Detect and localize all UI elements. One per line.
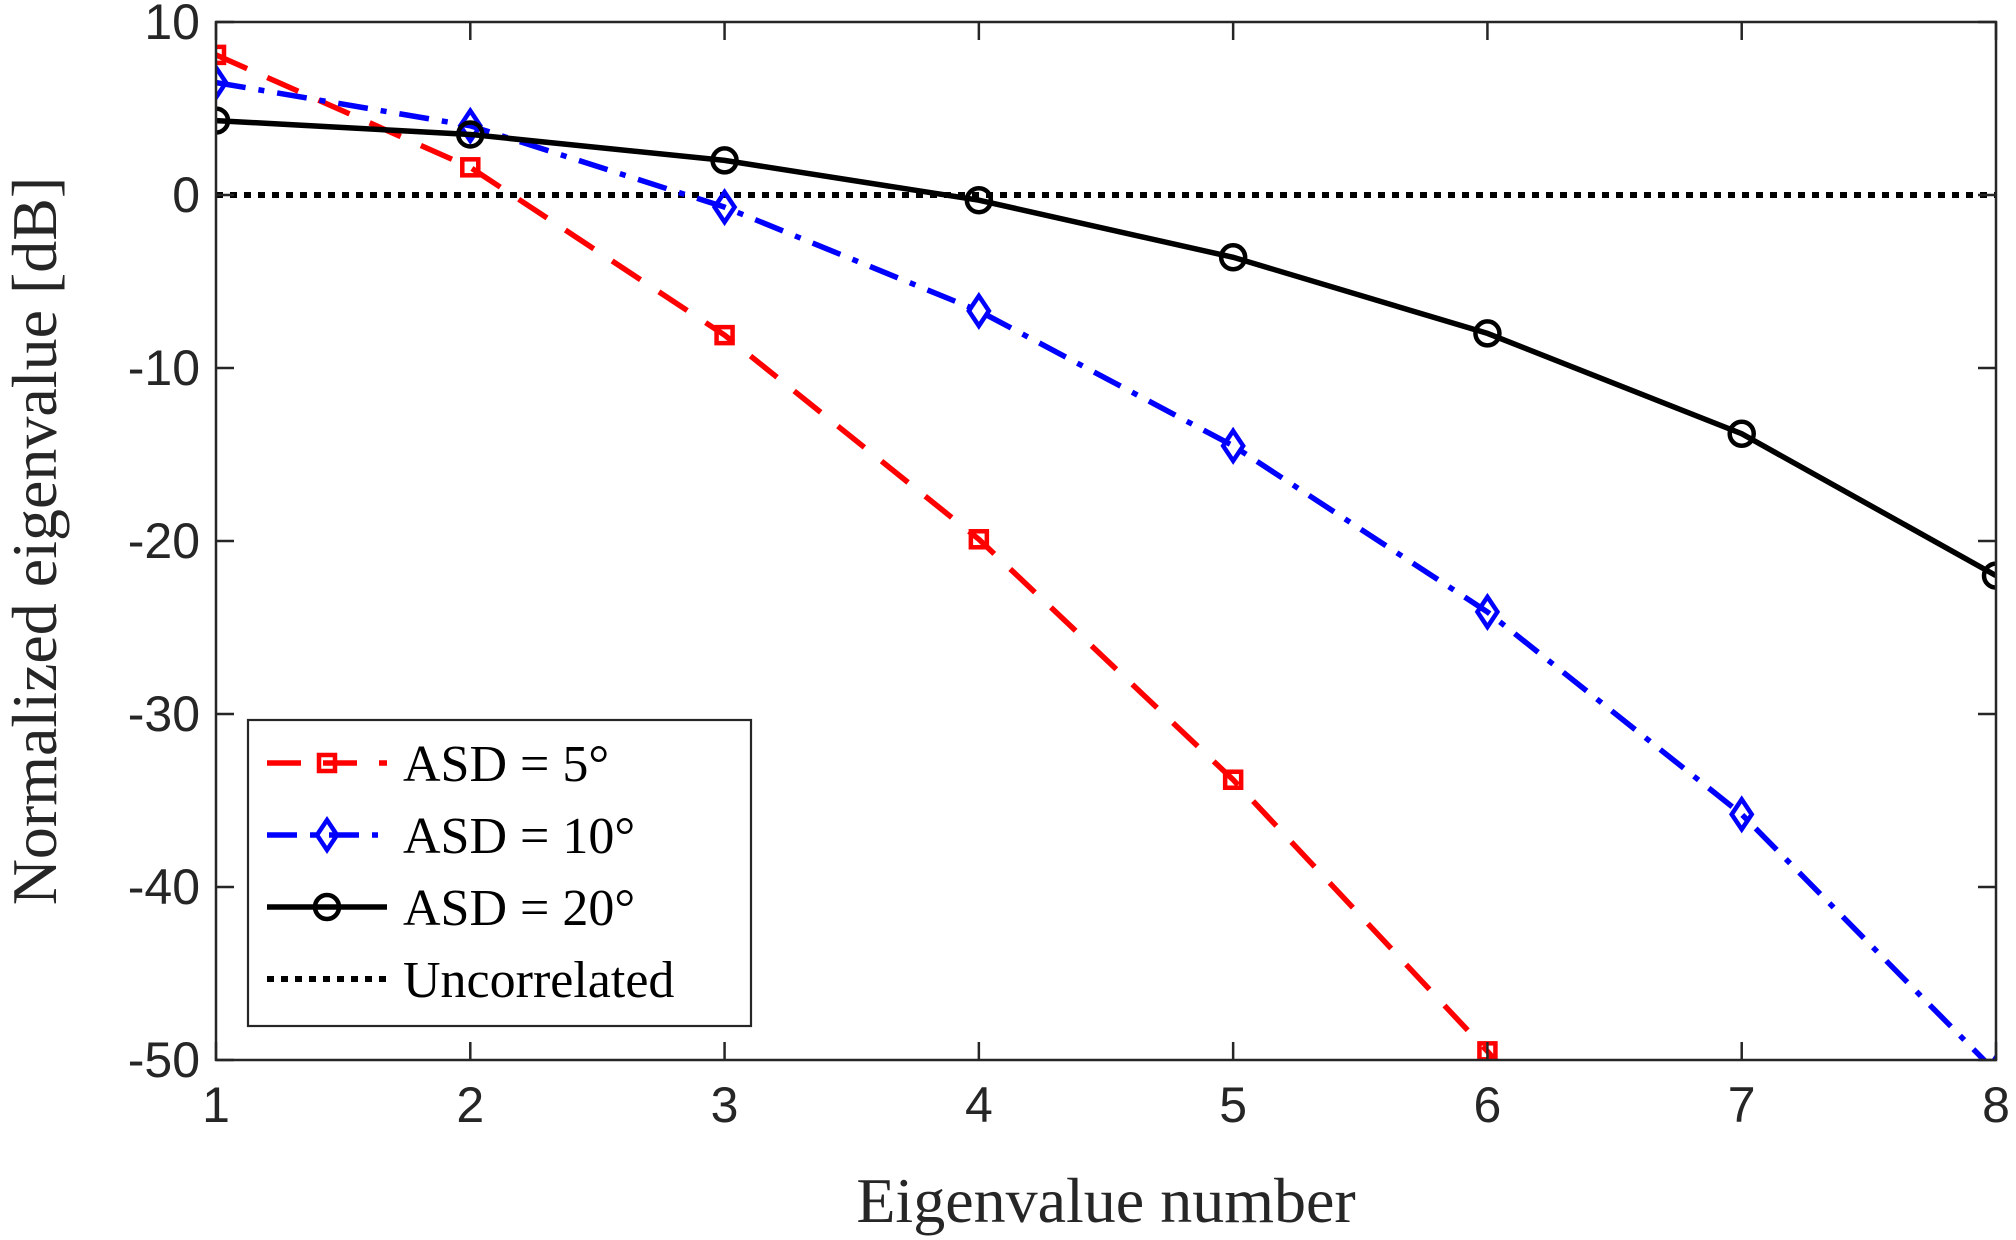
data-point	[710, 146, 739, 175]
legend-marker	[316, 752, 338, 774]
data-point	[1729, 795, 1755, 834]
y-tick-label: -10	[128, 340, 200, 396]
data-point	[968, 529, 990, 550]
x-tick-label: 4	[965, 1077, 993, 1133]
data-point	[711, 188, 738, 227]
y-tick-label: 10	[144, 0, 200, 50]
legend-label: Uncorrelated	[403, 952, 674, 1009]
legend-label: ASD = 10°	[403, 808, 635, 865]
x-tick-label: 6	[1474, 1077, 1502, 1133]
x-tick-label: 5	[1219, 1077, 1247, 1133]
data-point	[457, 106, 483, 145]
legend-marker	[314, 815, 340, 855]
data-point	[1222, 769, 1244, 790]
axis-ticks: 1 2 3 4 5 6 7 8 10 0 -10 -20 -30 -40 -50	[128, 0, 2010, 1133]
legend-marker	[312, 892, 342, 922]
data-point	[216, 63, 229, 102]
x-tick-label: 7	[1728, 1077, 1756, 1133]
legend-label: ASD = 5°	[403, 736, 609, 793]
x-tick-label: 2	[456, 1077, 484, 1133]
x-tick-label: 8	[1982, 1077, 2010, 1133]
y-tick-label: 0	[172, 167, 200, 223]
legend: ASD = 5° ASD = 10° ASD = 20° Uncorrelated	[246, 718, 753, 1028]
data-point	[460, 157, 481, 178]
x-axis-title: Eigenvalue number	[856, 1165, 1355, 1236]
series-line	[216, 117, 1996, 579]
data-point	[456, 120, 485, 149]
x-tick-label: 3	[711, 1077, 739, 1133]
data-point	[216, 106, 231, 135]
data-point	[216, 44, 227, 66]
data-point	[1473, 319, 1502, 348]
y-axis-title: Normalized eigenvalue [dB]	[0, 177, 70, 906]
data-point	[1220, 426, 1246, 465]
y-tick-label: -50	[128, 1032, 200, 1088]
data-point	[1981, 561, 1996, 590]
series-line	[216, 79, 1988, 1060]
data-point	[1727, 419, 1756, 448]
data-point	[1218, 243, 1248, 272]
data-point	[714, 324, 735, 346]
data-point	[964, 185, 994, 215]
y-tick-label: -20	[128, 513, 200, 569]
data-point	[1474, 592, 1501, 631]
y-tick-label: -30	[128, 686, 200, 742]
x-tick-label: 1	[202, 1077, 230, 1133]
y-tick-label: -40	[128, 859, 200, 915]
data-point	[966, 291, 992, 330]
legend-label: ASD = 20°	[403, 880, 635, 937]
